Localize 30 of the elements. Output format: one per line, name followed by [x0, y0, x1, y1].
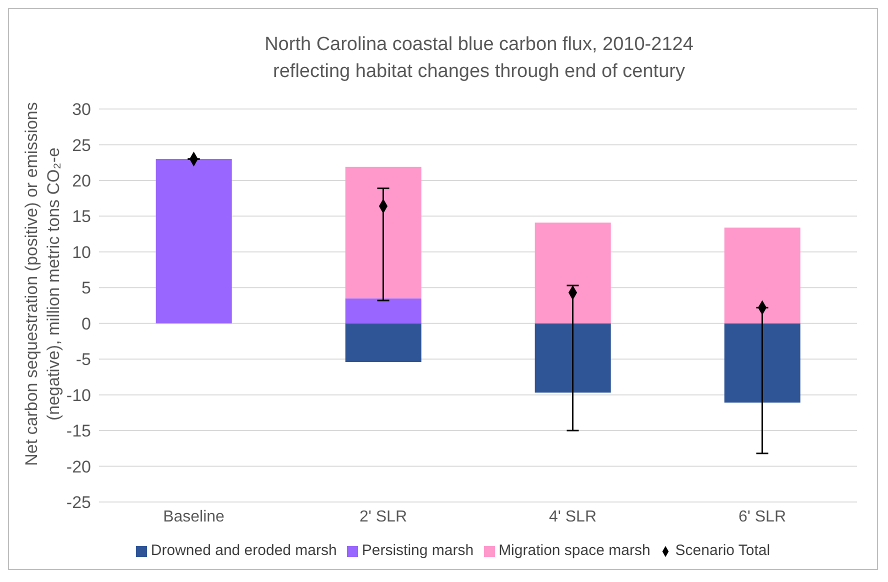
- y-tick-label: -5: [76, 350, 91, 370]
- bar: [534, 323, 611, 393]
- legend-label: Drowned and eroded marsh: [150, 542, 337, 559]
- y-tick-label: -10: [66, 386, 91, 405]
- y-tick-label: 5: [82, 278, 91, 298]
- y-tick-label: 15: [72, 207, 91, 226]
- chart-title: North Carolina coastal blue carbon flux, 2010-2124 reflecting habitat changes through end of century: [264, 33, 694, 84]
- y-tick-label: -20: [66, 457, 91, 476]
- x-tick-label: 4' SLR: [548, 508, 597, 526]
- bar: [156, 159, 232, 324]
- y-axis-title: Net carbon sequestration (positive) or emissions (negative), million metric tons CO₂-e: [22, 102, 63, 466]
- x-tick-label: 6' SLR: [738, 508, 786, 526]
- bar: [345, 323, 422, 362]
- legend-label: Persisting marsh: [362, 542, 474, 559]
- y-tick-label: -25: [66, 493, 91, 512]
- bar: [345, 298, 422, 324]
- y-tick-label: 10: [72, 242, 91, 262]
- y-tick-label: 25: [72, 136, 91, 155]
- x-tick-label: 2' SLR: [359, 508, 408, 526]
- y-tick-label: 0: [82, 314, 91, 334]
- bar: [724, 228, 800, 324]
- legend-label: Migration space marsh: [498, 542, 650, 559]
- y-tick-label: 30: [72, 100, 91, 120]
- x-tick-label: Baseline: [163, 508, 225, 526]
- bar: [534, 222, 611, 324]
- legend-label: Scenario Total: [675, 542, 770, 559]
- y-tick-label: -15: [66, 422, 91, 441]
- bar: [345, 166, 422, 298]
- bar: [724, 323, 800, 403]
- y-tick-label: 20: [72, 171, 91, 190]
